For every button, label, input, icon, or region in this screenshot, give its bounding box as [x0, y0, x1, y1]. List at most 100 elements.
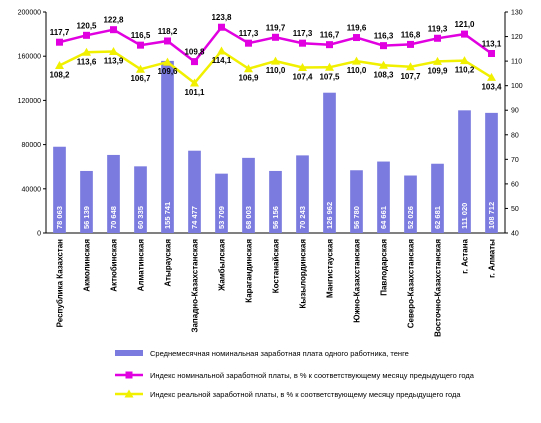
bar: [485, 112, 498, 233]
data-label: 106,7: [130, 74, 151, 83]
legend-label: Среднемесячная номинальная заработная пл…: [150, 349, 409, 358]
bar-value-label: 74 477: [190, 206, 199, 229]
bar: [242, 157, 255, 233]
data-label: 121,0: [454, 20, 475, 29]
bar: [269, 170, 282, 233]
series-marker: [406, 62, 415, 71]
x-category-label: г. Астана: [461, 238, 470, 273]
y-right-tick-label: 40: [511, 231, 519, 238]
data-label: 119,3: [428, 24, 448, 33]
data-label: 120,5: [76, 21, 97, 30]
y-left-tick-label: 120000: [18, 98, 41, 105]
series-marker: [299, 39, 306, 47]
series-marker: [272, 33, 279, 41]
bar: [350, 170, 363, 233]
series-marker: [136, 64, 145, 73]
data-label: 109,6: [157, 67, 178, 76]
series-marker: [55, 61, 64, 70]
bar: [134, 166, 147, 233]
y-left-tick-label: 160000: [18, 54, 41, 61]
x-category-label: Республика Казахстан: [56, 239, 65, 328]
x-category-label: Западно-Казахстанская: [191, 239, 200, 333]
bar: [188, 150, 201, 233]
x-category-label: Жамбылская: [218, 239, 227, 292]
data-label: 117,7: [50, 28, 70, 37]
x-category-label: Алматинская: [137, 239, 146, 292]
bar-value-label: 70 648: [109, 206, 118, 229]
x-category-label: Костанайская: [272, 239, 281, 294]
x-category-label: Карагандинская: [245, 239, 254, 303]
bar-value-label: 56 780: [352, 206, 361, 229]
x-category-label: Восточно-Казахстанская: [434, 239, 443, 337]
data-label: 103,4: [481, 82, 502, 91]
series-line: [59, 25, 493, 64]
bar: [458, 110, 471, 233]
data-label: 122,8: [103, 16, 124, 25]
series-marker: [83, 31, 90, 39]
x-category-label: г. Алматы: [488, 239, 497, 278]
bar-value-label: 62 681: [433, 206, 442, 229]
bar: [296, 155, 309, 233]
y-right-tick-label: 50: [511, 206, 519, 213]
data-label: 116,8: [401, 30, 421, 39]
y-right-tick-label: 60: [511, 181, 519, 188]
x-category-label: Южно-Казахстанская: [353, 239, 362, 323]
y-left-tick-label: 0: [37, 231, 41, 238]
bar: [431, 163, 444, 233]
data-label: 107,5: [319, 72, 340, 81]
x-category-label: Северо-Казахстанская: [407, 239, 416, 329]
data-label: 109,8: [184, 48, 205, 57]
y-right-tick-label: 100: [511, 83, 523, 90]
data-label: 106,9: [238, 74, 259, 83]
data-label: 116,3: [374, 32, 394, 41]
bar-value-label: 52 026: [406, 206, 415, 229]
y-right-tick-label: 80: [511, 132, 519, 139]
bar: [53, 146, 66, 233]
y-right-tick-label: 120: [511, 34, 523, 41]
y-right-tick-label: 130: [511, 10, 523, 17]
x-category-label: Мангистауская: [326, 239, 335, 298]
bar-value-label: 53 709: [217, 206, 226, 229]
x-category-label: Кызылординская: [299, 239, 308, 309]
data-label: 113,1: [482, 39, 502, 48]
y-left-tick-label: 200000: [18, 10, 41, 17]
series-marker: [163, 57, 172, 66]
bar-value-label: 155 741: [163, 202, 172, 229]
y-right-tick-label: 70: [511, 157, 519, 164]
bar-value-label: 70 243: [298, 206, 307, 229]
x-category-label: Павлодарская: [380, 239, 389, 296]
series-marker: [245, 39, 252, 47]
series-marker: [379, 60, 388, 69]
bar-value-label: 56 139: [82, 206, 91, 229]
series-marker: [217, 46, 226, 55]
legend-swatch-marker: [125, 371, 133, 379]
bar: [161, 60, 174, 234]
bar-value-label: 60 335: [136, 206, 145, 229]
series-marker: [244, 64, 253, 73]
series-marker: [218, 23, 225, 31]
bar-value-label: 108 712: [487, 202, 496, 229]
legend-swatch-marker: [124, 389, 134, 398]
legend-label: Индекс номинальной заработной платы, в %…: [150, 371, 475, 380]
series-marker: [488, 49, 495, 57]
bar: [80, 170, 93, 233]
y-right-tick-label: 90: [511, 108, 519, 115]
bar-value-label: 126 962: [325, 202, 334, 229]
series-marker: [353, 34, 360, 42]
series-marker: [325, 62, 334, 71]
legend-swatch-bar: [115, 350, 143, 356]
data-label: 117,3: [239, 29, 259, 38]
bar-value-label: 64 661: [379, 206, 388, 229]
series-marker: [110, 26, 117, 34]
data-label: 110,2: [455, 66, 475, 75]
data-label: 123,8: [211, 13, 232, 22]
bar: [215, 173, 228, 233]
series-marker: [56, 38, 63, 46]
y-left-tick-label: 80000: [22, 142, 42, 149]
bar: [377, 161, 390, 233]
data-label: 107,7: [400, 72, 421, 81]
series-marker: [352, 56, 361, 65]
x-category-label: Атырауская: [164, 239, 173, 287]
y-right-tick-label: 110: [511, 59, 522, 66]
